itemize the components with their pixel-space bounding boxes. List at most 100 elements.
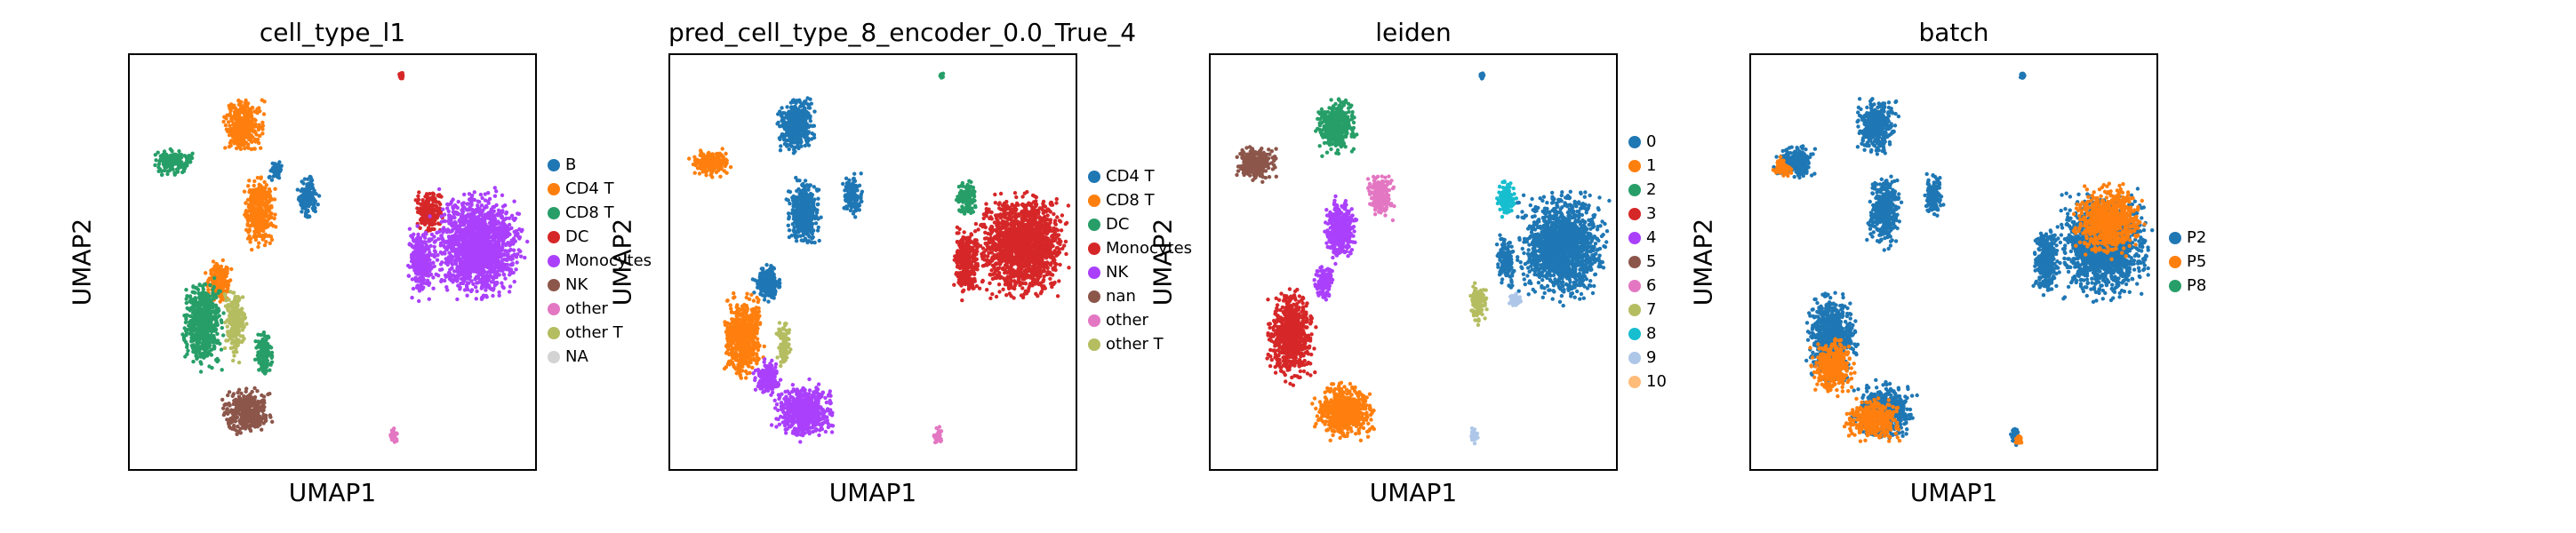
cell-point (212, 275, 217, 281)
scatter-svg (153, 71, 530, 444)
cell-point (480, 258, 485, 262)
cell-point (220, 325, 224, 330)
cell-point (497, 211, 501, 216)
cell-point (255, 357, 260, 362)
cell-point (300, 210, 304, 214)
cell-point (180, 332, 185, 337)
cell-point (227, 145, 232, 149)
cell-point (465, 231, 469, 235)
cell-point (260, 131, 265, 136)
cell-point (260, 120, 265, 125)
cell-point (184, 288, 188, 292)
cell-point (418, 264, 422, 268)
cell-point (230, 346, 235, 350)
cell-point (501, 266, 506, 271)
legend-label: other (565, 299, 608, 318)
cell-point (468, 246, 473, 251)
cell-point (182, 154, 187, 158)
cell-point (156, 150, 160, 155)
cell-point (410, 253, 414, 259)
cell-point (153, 153, 157, 157)
cell-point (463, 267, 468, 272)
cell-point (261, 112, 267, 116)
cell-point (428, 227, 433, 232)
cell-point (212, 284, 216, 290)
cell-point (484, 244, 490, 249)
cell-point (269, 237, 275, 243)
cell-point (518, 249, 523, 254)
cell-point (250, 389, 254, 394)
cell-point (219, 264, 224, 269)
cell-point (222, 346, 228, 351)
cell-point (236, 294, 240, 299)
cell-point (424, 247, 428, 251)
cell-point (512, 199, 516, 203)
cell-point (455, 265, 460, 269)
cell-point (217, 314, 221, 318)
cell-point (455, 211, 460, 217)
cell-point (245, 223, 250, 227)
cell-point (256, 127, 261, 132)
cell-point (214, 321, 220, 325)
cell-point (188, 331, 194, 336)
cell-point (475, 289, 479, 294)
cell-point (261, 338, 266, 343)
cell-point (177, 149, 181, 154)
cell-point (263, 362, 268, 368)
cell-point (488, 243, 493, 249)
cell-point (261, 394, 267, 399)
cell-point (465, 242, 469, 247)
cell-point (170, 148, 174, 154)
cell-point (498, 249, 502, 253)
cell-point (194, 301, 198, 306)
cell-point (489, 270, 493, 274)
cell-point (484, 288, 488, 292)
cell-point (428, 214, 432, 219)
cell-point (492, 194, 498, 198)
cell-point (181, 337, 187, 341)
cell-point (239, 312, 244, 317)
cell-point (195, 349, 199, 354)
cell-point (486, 225, 491, 229)
cell-point (212, 336, 216, 340)
legend-item: B (548, 153, 652, 177)
cell-point (236, 387, 242, 392)
cell-point (225, 306, 230, 311)
cell-point (476, 245, 481, 250)
cell-point (478, 268, 483, 273)
cell-point (270, 419, 275, 424)
cell-point (191, 338, 196, 343)
cell-point (158, 168, 163, 172)
cell-point (248, 427, 252, 432)
cell-point (422, 254, 428, 259)
cell-point (459, 228, 464, 234)
cell-point (272, 197, 277, 202)
cell-point (458, 261, 462, 266)
cell-point (415, 251, 420, 256)
cell-point (494, 282, 499, 286)
cell-point (231, 402, 236, 407)
cell-point (471, 209, 476, 214)
cell-cluster (220, 386, 275, 436)
cell-point (241, 108, 246, 114)
cell-point (417, 298, 421, 304)
cell-point (509, 226, 514, 230)
cell-point (508, 269, 512, 274)
cell-point (431, 220, 436, 226)
cell-point (503, 276, 508, 281)
cell-point (221, 406, 226, 410)
cell-point (263, 186, 268, 190)
cell-point (441, 207, 445, 211)
cell-point (475, 241, 479, 245)
cell-point (484, 204, 489, 210)
cell-point (511, 237, 516, 243)
cell-point (251, 189, 255, 194)
cell-point (236, 398, 242, 403)
cell-point (416, 256, 421, 260)
cell-point (444, 274, 448, 279)
cell-point (415, 206, 420, 211)
cell-point (464, 276, 469, 281)
cell-point (247, 128, 252, 132)
cell-point (231, 290, 236, 295)
cell-point (243, 104, 247, 108)
